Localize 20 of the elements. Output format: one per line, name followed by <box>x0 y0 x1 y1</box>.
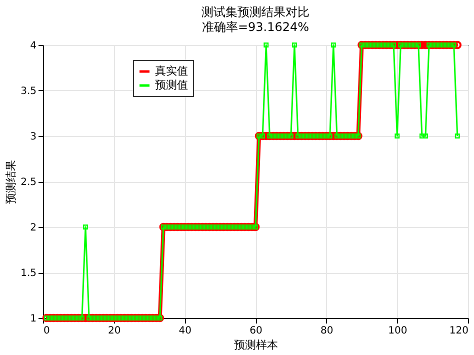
y-axis-title: 预测结果 <box>4 160 18 204</box>
x-tick-label: 60 <box>250 326 262 336</box>
x-tick-label: 20 <box>108 326 121 336</box>
legend-label: 真实值 <box>155 64 188 78</box>
y-tick-label: 2.5 <box>20 177 36 188</box>
x-tick-label: 40 <box>178 326 192 336</box>
x-tick-label: 0 <box>44 326 50 336</box>
x-tick-label: 100 <box>388 326 408 336</box>
x-axis-title: 预测样本 <box>234 338 278 352</box>
y-tick-label: 1.5 <box>20 268 36 279</box>
y-tick-label: 1 <box>30 314 36 324</box>
x-tick-label: 120 <box>449 326 468 336</box>
legend-label: 预测值 <box>155 78 188 92</box>
y-tick-label: 4 <box>30 40 36 52</box>
chart-subtitle: 准确率=93.1624% <box>202 20 310 34</box>
y-tick-label: 2 <box>30 222 36 234</box>
x-tick-label: 80 <box>320 326 334 336</box>
y-tick-label: 3.5 <box>20 86 36 97</box>
chart-title: 测试集预测结果对比 <box>202 4 310 19</box>
y-tick-label: 3 <box>30 132 36 142</box>
